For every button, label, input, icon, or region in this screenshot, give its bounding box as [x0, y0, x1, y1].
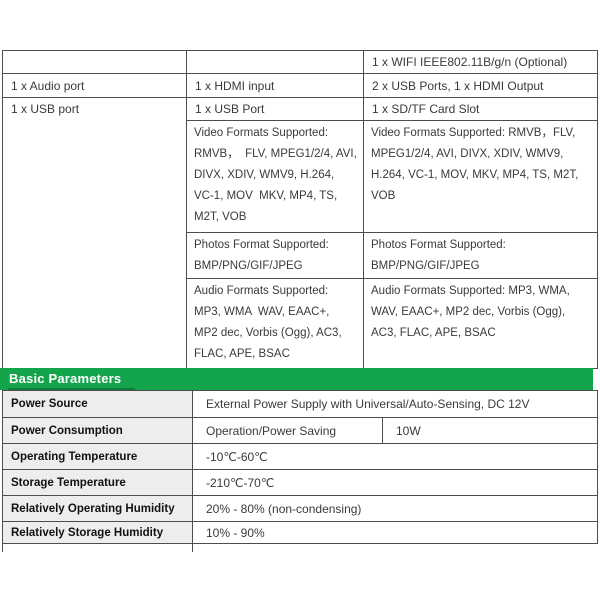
table-row: Operating Temperature -10℃-60℃ — [2, 443, 599, 470]
value-relatively-operating-humidity: 20% - 80% (non-condensing) — [191, 495, 599, 522]
value-power-consumption-mode: Operation/Power Saving — [192, 417, 383, 444]
cell-audio-port: 1 x Audio port — [2, 73, 187, 98]
label-relatively-storage-humidity: Relatively Storage Humidity — [2, 521, 193, 544]
cell-video-formats-mid: Video Formats Supported: RMVB， FLV, MPEG… — [186, 120, 364, 233]
section-title: Basic Parameters — [9, 371, 122, 386]
table-row: Power Source External Power Supply with … — [2, 390, 599, 418]
value-power-source: External Power Supply with Universal/Aut… — [191, 390, 599, 418]
cell-audio-formats-mid: Audio Formats Supported: MP3, WMA WAV, E… — [186, 278, 364, 369]
cell-usb-port-left: 1 x USB port — [2, 97, 187, 369]
cell-photos-formats-mid: Photos Format Supported: BMP/PNG/GIF/JPE… — [186, 232, 364, 279]
table-row: 1 x Audio port 1 x HDMI input 2 x USB Po… — [2, 73, 598, 98]
label-relatively-operating-humidity: Relatively Operating Humidity — [2, 495, 193, 522]
table-row: Relatively Storage Humidity 10% - 90% — [2, 521, 599, 544]
ports-formats-table: 1 x WIFI IEEE802.11B/g/n (Optional) 1 x … — [2, 50, 598, 369]
table-row: Storage Temperature -210℃-70℃ — [2, 469, 599, 496]
cell-empty-left — [2, 50, 187, 74]
value-operating-temperature: -10℃-60℃ — [191, 443, 599, 470]
label-power-consumption: Power Consumption — [2, 417, 193, 444]
cell-usb-hdmi-output: 2 x USB Ports, 1 x HDMI Output — [363, 73, 598, 98]
cell-audio-formats-right: Audio Formats Supported: MP3, WMA, WAV, … — [363, 278, 598, 369]
cell-empty-mid — [186, 50, 364, 74]
section-title-underline — [8, 388, 135, 390]
table-row: Power Consumption Operation/Power Saving… — [2, 417, 599, 444]
cell-photos-formats-right: Photos Format Supported: BMP/PNG/GIF/JPE… — [363, 232, 598, 279]
label-operating-temperature: Operating Temperature — [2, 443, 193, 470]
label-storage-temperature: Storage Temperature — [2, 469, 193, 496]
table-row: Relatively Operating Humidity 20% - 80% … — [2, 495, 599, 522]
label-power-source: Power Source — [2, 390, 193, 418]
value-storage-temperature: -210℃-70℃ — [191, 469, 599, 496]
table-row: Video Formats Supported: RMVB， FLV, MPEG… — [3, 120, 598, 233]
cutoff-row-border-left — [2, 543, 3, 552]
cell-hdmi-input: 1 x HDMI input — [186, 73, 364, 98]
cutoff-row-border-divider — [192, 543, 193, 552]
cell-usb-port-mid: 1 x USB Port — [186, 97, 364, 121]
table-row: 1 x WIFI IEEE802.11B/g/n (Optional) — [2, 50, 598, 74]
value-relatively-storage-humidity: 10% - 90% — [191, 521, 599, 544]
cell-sd-tf-slot: 1 x SD/TF Card Slot — [363, 97, 598, 121]
basic-parameters-header: Basic Parameters — [0, 368, 593, 390]
cell-wifi: 1 x WIFI IEEE802.11B/g/n (Optional) — [363, 50, 598, 74]
table-row: 1 x USB port 1 x USB Port 1 x SD/TF Card… — [2, 97, 598, 369]
table-row: Photos Format Supported: BMP/PNG/GIF/JPE… — [3, 232, 598, 279]
cell-video-formats-right: Video Formats Supported: RMVB，FLV, MPEG1… — [363, 120, 598, 233]
basic-parameters-table: Power Source External Power Supply with … — [2, 390, 599, 544]
value-power-consumption-watts: 10W — [381, 417, 599, 444]
